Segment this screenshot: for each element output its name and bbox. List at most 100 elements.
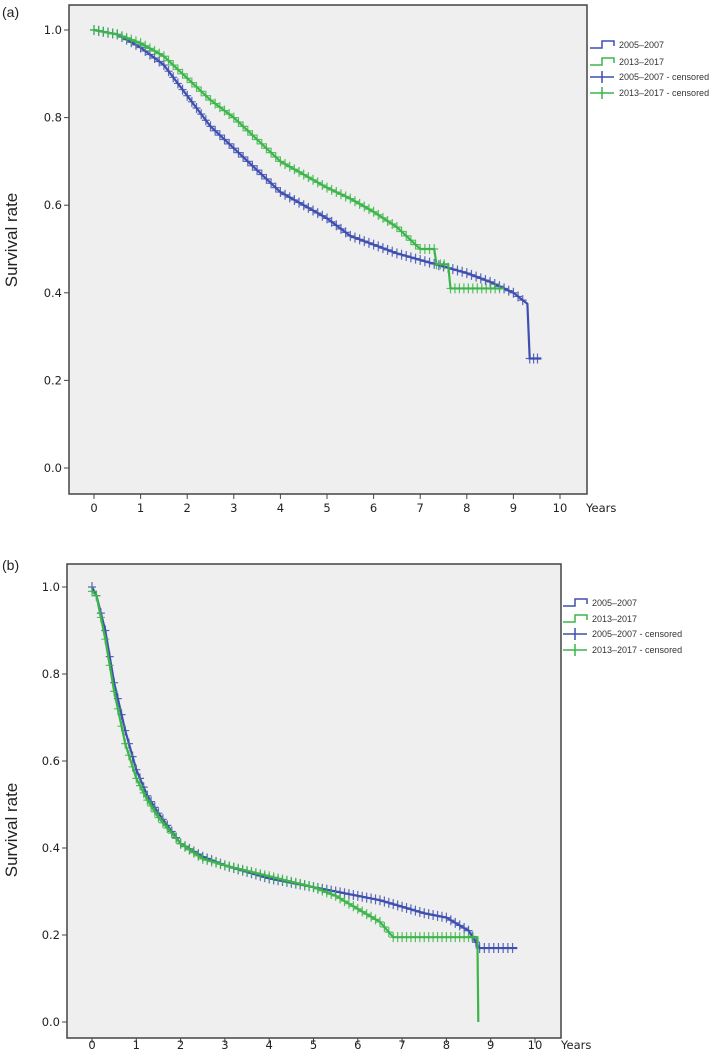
x-tick-label: 0 bbox=[88, 1038, 95, 1052]
censored-mark bbox=[290, 164, 299, 175]
censored-mark bbox=[304, 172, 313, 183]
censored-mark bbox=[349, 901, 358, 912]
y-tick-label: 0.4 bbox=[44, 286, 62, 300]
plot-area bbox=[68, 4, 588, 495]
censored-mark bbox=[90, 25, 98, 35]
censored-mark bbox=[318, 210, 327, 221]
censored-mark bbox=[225, 861, 234, 872]
censored-mark bbox=[173, 64, 182, 75]
censored-mark bbox=[108, 28, 117, 39]
x-axis-label: Years bbox=[560, 1038, 591, 1052]
censored-mark bbox=[278, 874, 287, 885]
y-tick-label: 1.0 bbox=[42, 580, 60, 594]
censored-mark bbox=[346, 230, 355, 241]
censored-mark bbox=[291, 877, 300, 888]
censored-mark bbox=[397, 226, 406, 237]
censored-mark bbox=[406, 252, 415, 263]
censored-mark bbox=[187, 77, 196, 88]
censored-mark bbox=[229, 862, 238, 873]
censored-mark bbox=[327, 889, 336, 900]
censored-mark bbox=[229, 112, 238, 123]
panel-label: (a) bbox=[2, 4, 19, 20]
censored-mark bbox=[238, 864, 247, 875]
censored-mark bbox=[331, 890, 340, 901]
censored-mark bbox=[305, 881, 314, 892]
censored-mark bbox=[207, 856, 216, 867]
censored-mark bbox=[185, 844, 194, 855]
censored-mark bbox=[136, 38, 145, 49]
censored-mark bbox=[285, 192, 294, 203]
censored-mark bbox=[383, 244, 392, 255]
censored-mark bbox=[380, 896, 389, 907]
censored-mark bbox=[318, 885, 327, 896]
censored-mark bbox=[374, 209, 383, 220]
censored-mark bbox=[176, 838, 185, 849]
censored-mark bbox=[103, 27, 112, 38]
censored-mark bbox=[406, 904, 415, 915]
censored-mark bbox=[265, 871, 274, 882]
censored-mark bbox=[139, 787, 148, 798]
x-tick-label: 7 bbox=[398, 1038, 405, 1052]
censored-mark bbox=[504, 285, 513, 296]
y-tick-label: 0.6 bbox=[44, 198, 62, 212]
censored-mark bbox=[453, 265, 462, 276]
x-tick-label: 4 bbox=[266, 1038, 273, 1052]
x-tick-label: 2 bbox=[184, 501, 191, 515]
censored-mark bbox=[143, 795, 152, 806]
censored-mark bbox=[429, 909, 438, 920]
x-tick-label: 5 bbox=[310, 1038, 317, 1052]
censored-mark bbox=[362, 892, 371, 903]
censored-mark bbox=[211, 125, 220, 136]
censored-mark bbox=[167, 828, 176, 839]
legend-cross-icon bbox=[590, 87, 614, 99]
x-tick-label: 1 bbox=[137, 501, 144, 515]
censored-mark bbox=[364, 237, 373, 248]
chart-panel-a: (a) Survival rate 0.0 0.2 0.4 0.6 0.8 1.0 0 1 2 3 4 5… bbox=[2, 4, 709, 515]
x-tick-label: 1 bbox=[133, 1038, 140, 1052]
censored-mark bbox=[101, 634, 110, 645]
censored-mark bbox=[239, 121, 248, 132]
censored-mark bbox=[367, 893, 376, 904]
censored-mark bbox=[243, 865, 252, 876]
censored-mark bbox=[173, 78, 182, 89]
censored-mark bbox=[398, 901, 407, 912]
censored-mark bbox=[364, 204, 373, 215]
censored-mark bbox=[322, 887, 331, 898]
x-tick-label: 10 bbox=[553, 501, 568, 515]
censored-mark bbox=[389, 899, 398, 910]
legend-item: 2013–2017 bbox=[592, 614, 637, 624]
censored-mark bbox=[327, 184, 336, 195]
censored-mark bbox=[481, 275, 490, 286]
y-tick-label: 0.2 bbox=[42, 928, 60, 942]
censored-mark bbox=[150, 46, 159, 57]
censored-mark bbox=[420, 256, 429, 267]
censored-mark bbox=[203, 855, 212, 866]
censored-mark bbox=[117, 721, 126, 732]
legend-cross-icon bbox=[563, 628, 587, 640]
censored-mark bbox=[415, 906, 424, 917]
censored-mark bbox=[309, 205, 318, 216]
censored-mark bbox=[212, 857, 221, 868]
censored-mark bbox=[495, 283, 504, 294]
censored-mark bbox=[355, 198, 364, 209]
censored-mark bbox=[269, 872, 278, 883]
y-tick-label: 0.6 bbox=[42, 754, 60, 768]
censored-mark bbox=[350, 232, 359, 243]
y-tick-label: 1.0 bbox=[44, 23, 62, 37]
censored-mark bbox=[472, 271, 481, 282]
censored-mark bbox=[300, 879, 309, 890]
censored-mark bbox=[299, 200, 308, 211]
censored-mark bbox=[384, 927, 393, 938]
censored-mark bbox=[215, 130, 224, 141]
censored-mark bbox=[299, 169, 308, 180]
censored-mark bbox=[105, 660, 114, 671]
censored-mark bbox=[518, 295, 527, 306]
censored-mark bbox=[296, 878, 305, 889]
legend-step-icon bbox=[563, 598, 588, 607]
censored-mark bbox=[276, 156, 285, 167]
censored-mark bbox=[192, 102, 201, 113]
legend-cross-icon bbox=[590, 71, 614, 83]
censored-mark bbox=[375, 916, 384, 927]
censored-mark bbox=[360, 201, 369, 212]
